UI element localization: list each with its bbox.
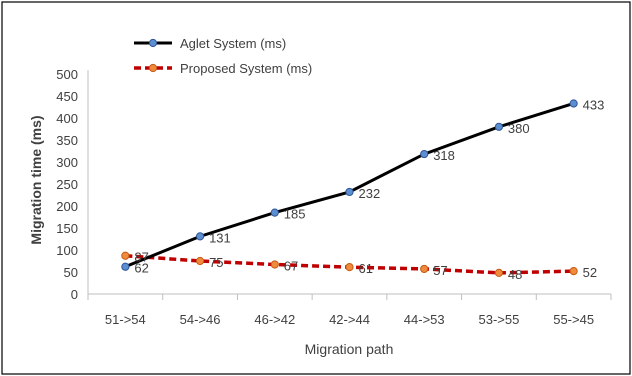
- legend-label-0: Aglet System (ms): [180, 36, 286, 51]
- series-0-point: [420, 149, 429, 159]
- x-tick-label: 54->46: [180, 312, 221, 327]
- legend-marker-1: [148, 63, 158, 73]
- y-tick-label: 50: [64, 265, 78, 280]
- x-axis-title: Migration path: [305, 341, 394, 357]
- series-0-point: [569, 99, 578, 108]
- series-1-data-label: 67: [284, 259, 298, 274]
- series-1-data-label: 52: [583, 265, 597, 280]
- y-axis: 0 50 100 150 200 250 300 350 400 450 500: [56, 67, 89, 302]
- x-tick-label: 53->55: [479, 312, 520, 327]
- legend: Aglet System (ms) Proposed System (ms): [134, 36, 312, 76]
- series-0-point: [195, 232, 205, 241]
- y-tick-label: 250: [56, 177, 78, 192]
- series-0-point: [270, 208, 279, 217]
- y-tick-label: 0: [71, 287, 78, 302]
- y-tick-label: 100: [56, 243, 78, 258]
- series-0-data-label: 380: [508, 121, 530, 136]
- series-0-point: [345, 187, 354, 197]
- x-tick-label: 51->54: [105, 312, 146, 327]
- y-tick-label: 200: [56, 199, 78, 214]
- series-1-point: [345, 263, 354, 272]
- y-tick-label: 350: [56, 133, 78, 148]
- series-1-data-label: 48: [508, 267, 522, 282]
- series-1-point: [270, 260, 279, 269]
- series-1-data-label: 87: [134, 250, 148, 265]
- y-tick-label: 500: [56, 67, 78, 82]
- x-tick-label: 42->44: [329, 312, 370, 327]
- x-axis: 51->54 54->46 46->42 42->44 44->53 53->55 55->…: [87, 293, 612, 327]
- legend-label-1: Proposed System (ms): [180, 61, 312, 76]
- series-0-data-label: 318: [433, 148, 455, 163]
- series-1-point: [195, 256, 205, 266]
- y-tick-label: 450: [56, 89, 78, 104]
- x-tick-label: 46->42: [254, 312, 295, 327]
- series-0-data-label: 232: [359, 186, 381, 201]
- x-tick-label: 44->53: [404, 312, 445, 327]
- series-0-data-label: 433: [583, 97, 605, 112]
- y-axis-title: Migration time (ms): [28, 115, 44, 244]
- series-1-point: [420, 264, 429, 274]
- series-1-data-label: 57: [433, 263, 447, 278]
- series-1-data-label: 75: [209, 255, 223, 270]
- series-0-data-label: 131: [209, 230, 231, 245]
- x-tick-label: 55->45: [553, 312, 594, 327]
- series-0-data-label: 62: [134, 261, 148, 276]
- legend-marker-0: [148, 38, 158, 48]
- y-tick-label: 400: [56, 111, 78, 126]
- series-1-point: [121, 251, 130, 260]
- series-0-point: [121, 262, 130, 271]
- y-tick-label: 300: [56, 155, 78, 170]
- series-0-data-label: 185: [284, 207, 306, 222]
- series-1-point: [494, 268, 504, 277]
- series-1-point: [569, 267, 578, 276]
- series-0-point: [494, 122, 504, 131]
- series-layer: 62 131 185 232 318 380 433 87 75 67 61 57 48 52: [121, 97, 605, 282]
- series-1-data-label: 61: [359, 261, 373, 276]
- y-tick-label: 150: [56, 221, 78, 236]
